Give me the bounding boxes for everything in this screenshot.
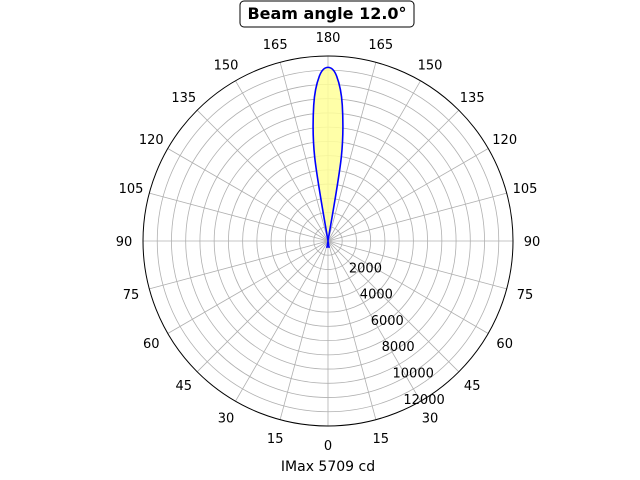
grid-spoke: [279, 62, 329, 242]
grid-spoke: [327, 80, 421, 242]
angle-tick-label: 105: [119, 182, 144, 197]
angle-tick-label: 90: [524, 235, 541, 250]
angle-tick-label: 105: [513, 182, 538, 197]
angle-tick-label: 120: [139, 133, 164, 148]
grid-spoke: [327, 192, 507, 242]
grid-spoke: [327, 240, 460, 373]
grid-spoke: [327, 240, 377, 420]
grid-spoke: [327, 240, 489, 334]
angle-tick-label: 30: [218, 412, 235, 427]
radial-tick-label: 10000: [393, 367, 434, 382]
angle-tick-label: 60: [143, 337, 160, 352]
grid-spoke: [327, 148, 489, 242]
angle-tick-label: 90: [116, 235, 133, 250]
angle-tick-label: 165: [263, 38, 288, 53]
radial-tick-label: 4000: [360, 288, 393, 303]
grid-spoke: [196, 240, 329, 373]
angle-tick-label: 15: [373, 432, 390, 447]
polar-frame: [142, 55, 514, 427]
angle-tick-label: 45: [464, 379, 481, 394]
angle-tick-label: 0: [324, 439, 332, 454]
chart-title: Beam angle 12.0°: [247, 4, 406, 23]
angle-tick-label: 135: [171, 91, 196, 106]
series-fill: [312, 67, 344, 248]
grid-spoke: [149, 192, 329, 242]
series-layer: [312, 66, 344, 248]
angle-tick-label: 30: [422, 412, 439, 427]
angle-tick-label: 165: [368, 38, 393, 53]
radial-tick-label: 12000: [403, 393, 444, 408]
angle-tick-label: 135: [460, 91, 485, 106]
grid-spoke: [167, 240, 329, 334]
grid-spoke: [196, 109, 329, 242]
x-axis-label: IMax 5709 cd: [281, 459, 375, 475]
title-frame: [239, 0, 415, 28]
title-box: Beam angle 12.0°: [239, 0, 415, 28]
radial-tick-label: 6000: [371, 314, 404, 329]
grid-spoke: [279, 240, 329, 420]
radial-tick-label: 2000: [349, 261, 382, 276]
angle-tick-label: 75: [123, 288, 140, 303]
angle-tick-label: 180: [316, 31, 341, 46]
angle-tick-label: 150: [214, 58, 239, 73]
radial-tick-label: 8000: [382, 340, 415, 355]
angle-tick-label: 45: [176, 379, 193, 394]
angle-tick-label: 75: [517, 288, 534, 303]
grid-spoke: [327, 240, 507, 290]
angle-tick-label: 60: [496, 337, 513, 352]
angle-tick-label: 15: [267, 432, 284, 447]
angle-tick-label: 150: [418, 58, 443, 73]
grid-spoke: [327, 240, 421, 402]
grid-spoke: [167, 148, 329, 242]
grid-spoke: [235, 240, 329, 402]
radial-tick-labels: 2000 4000 6000 8000 10000 12000: [349, 261, 445, 408]
grid-spoke: [327, 109, 460, 242]
angle-tick-label: 120: [492, 133, 517, 148]
grid-spoke: [235, 80, 329, 242]
grid-spoke: [327, 62, 377, 242]
grid-spoke: [149, 240, 329, 290]
